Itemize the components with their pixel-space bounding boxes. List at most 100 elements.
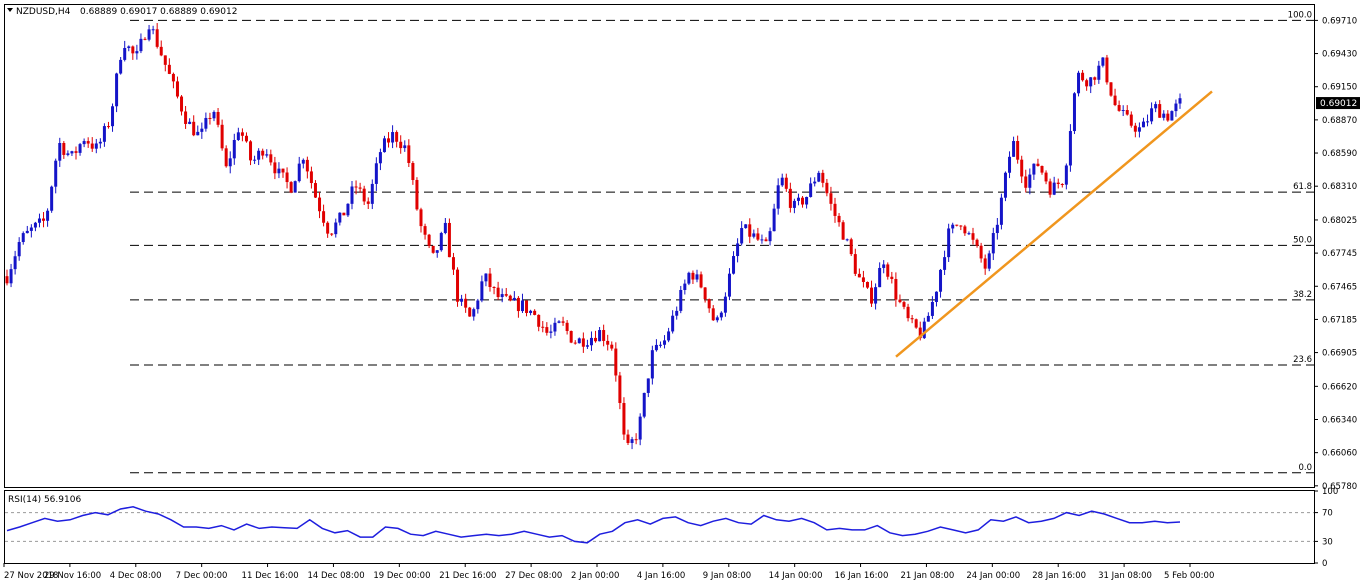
- bull-candle: [46, 210, 50, 221]
- bear-candle: [1016, 141, 1020, 160]
- bear-candle: [395, 132, 399, 142]
- y-tick-label: 0.66620: [1322, 382, 1357, 392]
- bull-candle: [236, 132, 240, 140]
- bear-candle: [1133, 125, 1137, 132]
- bear-candle: [431, 245, 435, 253]
- bull-candle: [188, 121, 192, 124]
- bear-candle: [1125, 110, 1129, 115]
- bear-candle: [626, 434, 630, 443]
- bear-candle: [407, 145, 411, 163]
- bear-candle: [699, 274, 703, 288]
- bear-candle: [508, 295, 512, 301]
- bull-candle: [796, 197, 800, 201]
- rsi-tick-label: 30: [1322, 537, 1333, 547]
- bull-candle: [439, 233, 443, 251]
- x-tick-label: 31 Jan 08:00: [1098, 571, 1152, 581]
- bull-candle: [346, 203, 350, 216]
- bull-candle: [589, 337, 593, 346]
- y-tick-label: 0.68025: [1322, 216, 1357, 226]
- bull-candle: [98, 141, 102, 144]
- bull-candle: [667, 331, 671, 341]
- bear-candle: [273, 162, 277, 174]
- bear-candle: [1158, 104, 1162, 118]
- bull-candle: [922, 321, 926, 339]
- bull-candle: [719, 312, 723, 318]
- bear-candle: [849, 239, 853, 255]
- x-tick-label: 24 Jan 00:00: [966, 571, 1020, 581]
- y-tick-label: 0.66060: [1322, 449, 1357, 459]
- bull-candle: [139, 38, 143, 52]
- bear-candle: [918, 327, 922, 339]
- bull-candle: [967, 233, 971, 235]
- bear-candle: [208, 117, 212, 119]
- bull-candle: [780, 177, 784, 186]
- rsi-label: RSI(14) 56.9106: [8, 495, 81, 505]
- bear-candle: [581, 338, 585, 347]
- y-tick-label: 0.67745: [1322, 249, 1357, 259]
- x-tick-label: 19 Dec 00:00: [373, 571, 430, 581]
- trendline-layer: [895, 90, 1213, 358]
- rsi-plot: [5, 506, 1314, 544]
- bear-candle: [634, 439, 638, 441]
- y-tick-label: 0.65780: [1322, 482, 1357, 492]
- bear-candle: [289, 182, 293, 193]
- bull-candle: [50, 186, 54, 211]
- bear-candle: [890, 276, 894, 279]
- bear-candle: [870, 287, 874, 304]
- last-price-text: 0.69012: [1320, 99, 1357, 109]
- bull-candle: [658, 344, 662, 346]
- bull-candle: [1146, 121, 1150, 123]
- bear-candle: [1024, 176, 1028, 188]
- bull-candle: [817, 172, 821, 182]
- bear-candle: [1044, 172, 1048, 182]
- bear-candle: [703, 287, 707, 300]
- bull-candle: [37, 218, 41, 223]
- symbol-label: NZDUSD,H4: [16, 7, 71, 17]
- bear-candle: [1048, 181, 1052, 195]
- bull-candle: [934, 291, 938, 302]
- bull-candle: [70, 151, 74, 154]
- bull-candle: [1072, 93, 1076, 132]
- bear-candle: [1105, 57, 1109, 83]
- bull-candle: [151, 29, 155, 31]
- rsi-panel-border: [4, 490, 1315, 564]
- bear-candle: [1117, 105, 1121, 111]
- bear-candle: [573, 342, 577, 344]
- x-tick-label: 21 Jan 08:00: [900, 571, 954, 581]
- bull-candle: [403, 145, 407, 149]
- candlesticks: [5, 23, 1182, 450]
- collapse-triangle-icon[interactable]: [7, 8, 13, 12]
- rsi-tick-label: 70: [1322, 509, 1333, 519]
- bear-candle: [175, 81, 179, 97]
- bull-candle: [991, 233, 995, 254]
- bear-candle: [74, 151, 78, 153]
- bear-candle: [707, 299, 711, 309]
- bear-candle: [354, 186, 358, 188]
- bear-candle: [825, 182, 829, 194]
- bull-candle: [723, 296, 727, 313]
- y-tick-label: 0.67465: [1322, 282, 1357, 292]
- bear-candle: [857, 273, 861, 278]
- bear-candle: [358, 187, 362, 189]
- bear-candle: [216, 111, 220, 125]
- bull-candle: [1052, 182, 1056, 195]
- bull-candle: [293, 181, 297, 193]
- bull-candle: [1154, 104, 1158, 109]
- fib-level-label: 38.2: [1293, 290, 1312, 300]
- bull-candle: [460, 298, 464, 302]
- bull-candle: [732, 256, 736, 274]
- bear-candle: [184, 111, 188, 124]
- bull-candle: [736, 243, 740, 257]
- bull-candle: [25, 230, 29, 234]
- bear-candle: [330, 233, 334, 235]
- bull-candle: [196, 131, 200, 136]
- bear-candle: [959, 225, 963, 227]
- y-tick-label: 0.68590: [1322, 149, 1357, 159]
- bear-candle: [971, 233, 975, 240]
- x-tick-label: 28 Jan 16:00: [1032, 571, 1086, 581]
- bear-candle: [618, 375, 622, 403]
- bull-candle: [334, 222, 338, 235]
- bear-candle: [492, 286, 496, 288]
- bear-candle: [829, 193, 833, 204]
